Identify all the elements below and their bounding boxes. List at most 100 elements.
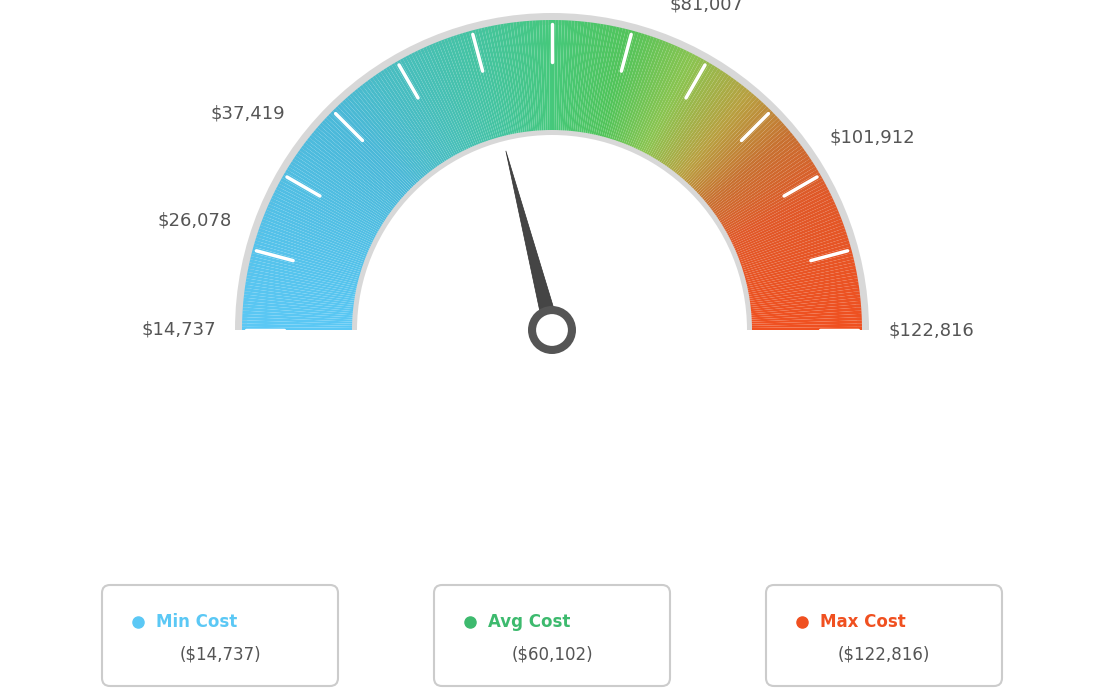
Wedge shape <box>740 246 851 279</box>
Wedge shape <box>265 210 372 256</box>
Wedge shape <box>372 75 440 171</box>
Wedge shape <box>735 222 843 264</box>
Wedge shape <box>414 51 467 155</box>
Wedge shape <box>704 137 797 210</box>
Wedge shape <box>694 118 781 198</box>
Wedge shape <box>742 259 854 288</box>
Wedge shape <box>614 36 654 146</box>
Wedge shape <box>247 272 360 295</box>
Wedge shape <box>290 161 389 226</box>
Wedge shape <box>360 85 433 177</box>
Wedge shape <box>394 61 455 162</box>
Circle shape <box>534 312 570 348</box>
Wedge shape <box>357 87 431 179</box>
Wedge shape <box>724 184 827 239</box>
Wedge shape <box>258 228 368 268</box>
Wedge shape <box>634 48 684 154</box>
Wedge shape <box>744 275 858 297</box>
Wedge shape <box>257 231 368 270</box>
Wedge shape <box>564 21 575 135</box>
Wedge shape <box>660 72 726 169</box>
Wedge shape <box>626 43 672 150</box>
Wedge shape <box>745 295 860 310</box>
Wedge shape <box>527 21 538 136</box>
Wedge shape <box>272 195 376 247</box>
Wedge shape <box>262 219 370 262</box>
Wedge shape <box>690 111 774 194</box>
Wedge shape <box>745 285 859 304</box>
Wedge shape <box>670 83 742 176</box>
Wedge shape <box>664 75 732 171</box>
Wedge shape <box>336 106 417 190</box>
Wedge shape <box>523 21 535 136</box>
Wedge shape <box>248 266 361 291</box>
Wedge shape <box>242 324 357 328</box>
Circle shape <box>528 306 576 354</box>
Wedge shape <box>364 81 436 175</box>
Wedge shape <box>280 178 382 236</box>
Wedge shape <box>691 113 776 195</box>
Wedge shape <box>274 189 379 244</box>
Wedge shape <box>718 167 817 229</box>
Wedge shape <box>559 20 565 135</box>
Text: $26,078: $26,078 <box>158 212 232 230</box>
Wedge shape <box>739 237 849 274</box>
Wedge shape <box>739 240 850 275</box>
Wedge shape <box>746 307 861 318</box>
Text: $101,912: $101,912 <box>829 128 915 146</box>
Wedge shape <box>711 150 807 219</box>
Wedge shape <box>725 189 830 244</box>
Wedge shape <box>417 50 469 155</box>
Wedge shape <box>737 234 848 272</box>
Wedge shape <box>493 25 518 139</box>
Wedge shape <box>370 77 439 172</box>
Wedge shape <box>330 111 414 194</box>
Wedge shape <box>261 222 369 264</box>
Wedge shape <box>235 13 869 330</box>
Wedge shape <box>740 244 850 277</box>
Wedge shape <box>572 21 587 137</box>
Wedge shape <box>397 60 456 161</box>
Wedge shape <box>700 128 788 204</box>
Wedge shape <box>637 51 690 155</box>
Wedge shape <box>730 201 836 250</box>
Wedge shape <box>686 104 766 189</box>
Wedge shape <box>247 268 361 293</box>
Wedge shape <box>668 81 740 175</box>
Wedge shape <box>242 317 358 324</box>
Wedge shape <box>728 195 832 247</box>
Wedge shape <box>554 20 559 135</box>
Wedge shape <box>389 65 452 164</box>
Wedge shape <box>517 21 532 137</box>
Wedge shape <box>648 60 707 161</box>
Wedge shape <box>601 30 633 141</box>
Wedge shape <box>581 23 601 137</box>
Wedge shape <box>747 320 862 326</box>
Text: Avg Cost: Avg Cost <box>488 613 571 631</box>
Wedge shape <box>725 186 828 242</box>
Wedge shape <box>720 172 820 233</box>
Wedge shape <box>254 240 365 275</box>
Wedge shape <box>709 145 803 215</box>
Wedge shape <box>309 135 401 209</box>
Wedge shape <box>569 21 581 136</box>
Wedge shape <box>596 28 626 141</box>
Wedge shape <box>723 181 825 238</box>
Wedge shape <box>675 89 750 180</box>
Wedge shape <box>562 21 572 135</box>
Wedge shape <box>746 310 861 319</box>
Wedge shape <box>722 178 824 236</box>
Wedge shape <box>671 85 744 177</box>
Wedge shape <box>435 42 480 150</box>
Wedge shape <box>311 132 402 207</box>
Wedge shape <box>243 310 358 319</box>
Wedge shape <box>323 118 410 198</box>
Wedge shape <box>344 97 423 185</box>
Wedge shape <box>679 95 757 184</box>
Wedge shape <box>703 135 795 209</box>
Wedge shape <box>386 66 449 166</box>
Wedge shape <box>254 244 364 277</box>
Wedge shape <box>620 39 664 148</box>
Wedge shape <box>682 99 762 186</box>
Wedge shape <box>243 307 358 318</box>
